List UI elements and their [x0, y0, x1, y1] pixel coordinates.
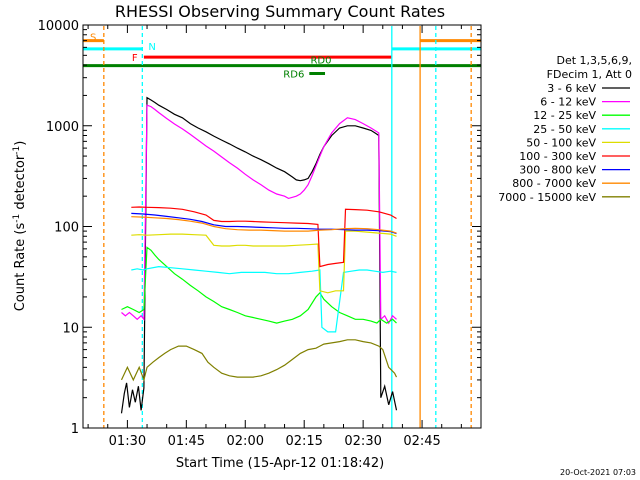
series-line-4 [131, 230, 397, 294]
x-axis-label: Start Time (15-Apr-12 01:18:42) [176, 456, 384, 471]
series-line-1 [121, 104, 397, 325]
legend-label-8: 7000 - 15000 keV [498, 191, 596, 204]
flare-label: F [132, 53, 138, 64]
y-axis-label-sup2: -1 [12, 146, 22, 155]
x-tick-label-4: 02:30 [344, 434, 381, 449]
rd0-label: RD0 [310, 56, 331, 67]
y-axis-ticks: 1 10 100 1000 10000 [38, 19, 481, 437]
legend-label-6: 300 - 800 keV [519, 164, 596, 177]
x-tick-label-5: 02:45 [403, 434, 440, 449]
x-tick-label-2: 02:00 [227, 434, 264, 449]
legend-label-5: 100 - 300 keV [519, 150, 596, 163]
generation-timestamp: 20-Oct-2021 07:03 [560, 468, 636, 477]
night-label: N [148, 42, 155, 53]
series-line-5 [131, 206, 397, 268]
series-line-6 [131, 212, 397, 235]
series-line-0 [120, 96, 398, 414]
y-tick-label-1: 10 [62, 321, 79, 336]
legend-label-2: 12 - 25 keV [533, 109, 596, 122]
x-tick-label-1: 01:45 [168, 434, 205, 449]
saa-label: S [90, 33, 96, 44]
series-line-7 [131, 216, 397, 234]
y-axis-label-sup1: -1 [12, 214, 22, 223]
chart-title: RHESSI Observing Summary Count Rates [115, 2, 445, 21]
x-tick-label-0: 01:30 [109, 434, 146, 449]
y-axis-label-part3: ) [13, 141, 28, 146]
vertical-markers [103, 26, 472, 428]
series-line-3 [131, 265, 397, 333]
rd6-label: RD6 [283, 70, 304, 81]
y-tick-label-0: 1 [71, 422, 79, 437]
legend-label-3: 25 - 50 keV [533, 123, 596, 136]
y-tick-label-4: 10000 [38, 19, 79, 34]
series-line-8 [120, 339, 398, 382]
legend-label-0: 3 - 6 keV [547, 82, 596, 95]
series-line-2 [121, 246, 397, 324]
x-tick-label-3: 02:15 [285, 434, 322, 449]
y-tick-label-3: 1000 [46, 120, 79, 135]
legend: Det 1,3,5,6,9, FDecim 1, Att 0 3 - 6 keV… [498, 54, 632, 204]
legend-label-7: 800 - 7000 keV [512, 177, 596, 190]
y-tick-label-2: 100 [54, 221, 79, 236]
x-axis-ticks: 01:30 01:45 02:00 02:15 02:30 02:45 [87, 25, 482, 449]
legend-header-decimation: FDecim 1, Att 0 [547, 68, 632, 81]
y-axis-label-part1: Count Rate (s [13, 223, 28, 312]
legend-label-1: 6 - 12 keV [540, 96, 596, 109]
legend-label-4: 50 - 100 keV [526, 136, 596, 149]
y-axis-label-part2: detector [13, 154, 28, 214]
series-layer [120, 96, 398, 414]
legend-header-detectors: Det 1,3,5,6,9, [556, 54, 632, 67]
y-axis-label: Count Rate (s-1 detector-1) [12, 141, 28, 312]
